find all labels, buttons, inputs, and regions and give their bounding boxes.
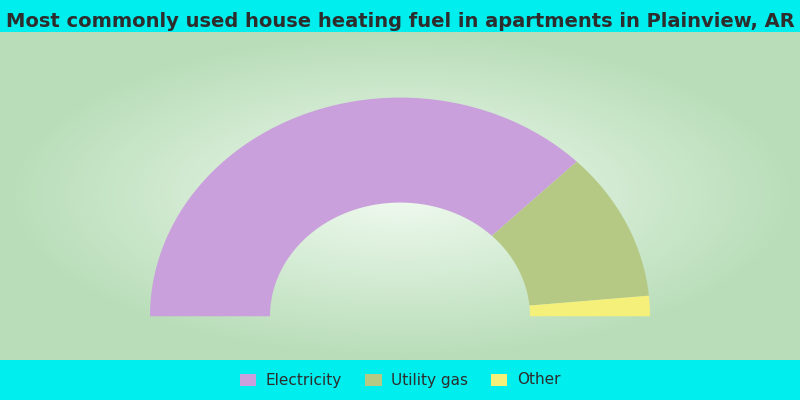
Polygon shape xyxy=(150,98,577,316)
Text: Most commonly used house heating fuel in apartments in Plainview, AR: Most commonly used house heating fuel in… xyxy=(6,12,794,31)
Polygon shape xyxy=(530,296,650,316)
Legend: Electricity, Utility gas, Other: Electricity, Utility gas, Other xyxy=(234,366,566,394)
Polygon shape xyxy=(492,162,649,306)
